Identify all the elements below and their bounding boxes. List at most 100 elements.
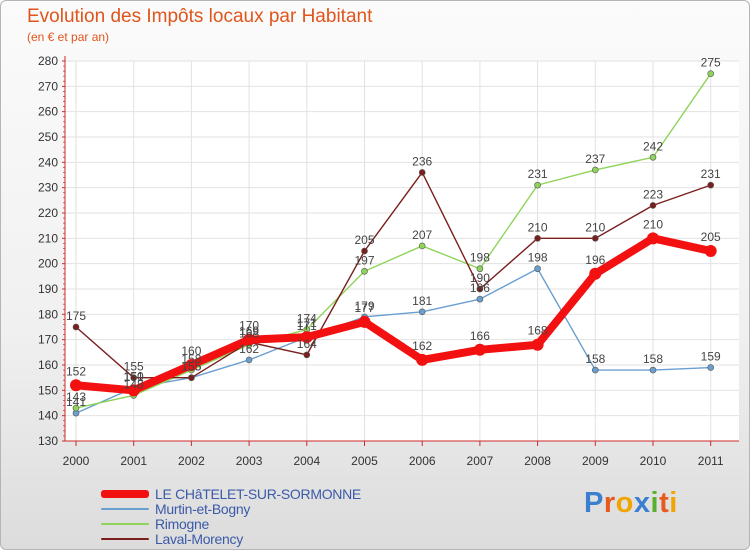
data-label-0: 162 (412, 339, 432, 353)
y-tick-label: 260 (38, 105, 58, 119)
data-label-1: 171 (297, 319, 317, 333)
data-label-1: 181 (412, 294, 432, 308)
legend-label: LE CHâTELET-SUR-SORMONNE (155, 485, 361, 502)
data-label-1: 186 (470, 281, 490, 295)
logo-letter: i (650, 487, 660, 519)
y-tick-label: 180 (38, 307, 58, 321)
logo-letter: t (659, 487, 670, 519)
legend-swatch (101, 489, 149, 498)
legend-swatch (101, 522, 149, 525)
data-point-0 (70, 379, 82, 392)
data-label-2: 237 (585, 152, 605, 166)
logo-letter: P (584, 487, 604, 519)
data-point-3 (707, 181, 715, 189)
y-tick-label: 230 (38, 181, 58, 195)
data-label-0: 170 (239, 319, 259, 333)
y-tick-label: 280 (38, 54, 58, 68)
data-label-1: 198 (528, 251, 548, 265)
chart-subtitle: (en € et par an) (27, 30, 110, 44)
series-line-2 (75, 72, 712, 409)
y-tick-label: 170 (38, 333, 58, 347)
legend-label: Murtin-et-Bogny (155, 500, 251, 517)
data-point-1 (649, 366, 657, 374)
data-label-0: 177 (354, 301, 374, 315)
data-label-2: 148 (124, 377, 144, 391)
data-label-3: 155 (124, 360, 144, 374)
data-point-2 (591, 166, 599, 174)
y-tick-label: 210 (38, 231, 58, 245)
data-label-2: 198 (470, 251, 490, 265)
data-label-3: 236 (412, 154, 432, 168)
x-tick-label: 2004 (293, 454, 320, 468)
data-label-0: 171 (297, 316, 317, 330)
data-label-1: 159 (701, 350, 721, 364)
x-tick-label: 2010 (640, 454, 667, 468)
y-tick-label: 270 (38, 79, 58, 93)
data-point-0 (358, 315, 371, 328)
data-label-2: 242 (643, 139, 663, 153)
data-label-3: 175 (66, 309, 86, 323)
data-point-3 (130, 374, 137, 381)
data-point-2 (361, 267, 368, 275)
legend-label: Laval-Morency (155, 530, 243, 547)
data-point-1 (707, 364, 715, 371)
data-label-2: 168 (239, 327, 259, 341)
series-line-0 (72, 234, 715, 395)
data-label-0: 210 (643, 217, 663, 231)
data-label-3: 155 (181, 360, 201, 374)
data-point-2 (707, 70, 715, 77)
logo-letter: x (633, 487, 651, 519)
data-point-0 (589, 267, 602, 280)
data-point-3 (72, 323, 80, 331)
data-point-0 (416, 353, 429, 366)
data-point-2 (649, 153, 657, 161)
data-label-2: 207 (412, 228, 432, 242)
data-point-0 (531, 338, 544, 351)
data-point-0 (704, 245, 717, 257)
data-label-3: 223 (643, 187, 663, 201)
data-label-3: 205 (354, 233, 374, 247)
legend-swatch (101, 537, 149, 540)
y-tick-label: 250 (38, 130, 58, 144)
series-line-1 (75, 268, 712, 414)
data-label-0: 160 (181, 344, 201, 358)
data-label-1: 155 (181, 360, 201, 374)
x-tick-label: 2011 (698, 454, 724, 468)
legend-item-laval: Laval-Morency (101, 530, 361, 547)
data-label-1: 158 (643, 352, 663, 366)
legend-item-rimogne: Rimogne (101, 516, 361, 532)
data-label-2: 275 (701, 56, 721, 70)
x-tick-label: 2008 (524, 454, 551, 468)
data-point-3 (418, 169, 426, 176)
data-point-0 (473, 343, 486, 356)
data-point-3 (361, 247, 368, 255)
data-label-1: 158 (585, 352, 605, 366)
data-label-1: 141 (66, 395, 86, 409)
y-tick-label: 130 (38, 434, 58, 448)
data-label-2: 143 (66, 390, 86, 404)
data-point-1 (418, 308, 426, 316)
y-tick-label: 160 (38, 358, 58, 372)
data-label-2: 174 (297, 312, 317, 326)
x-tick-label: 2009 (582, 454, 609, 468)
x-tick-label: 2002 (178, 454, 205, 468)
data-point-1 (591, 366, 599, 374)
data-point-2 (534, 181, 541, 189)
data-label-3: 231 (701, 167, 721, 181)
data-point-2 (418, 242, 426, 250)
y-tick-label: 200 (38, 257, 58, 271)
data-point-3 (591, 235, 599, 242)
data-point-0 (243, 333, 256, 346)
x-tick-label: 2006 (409, 454, 436, 468)
data-label-1: 179 (354, 299, 374, 313)
data-label-0: 166 (470, 329, 490, 343)
data-point-2 (72, 404, 80, 412)
data-label-0: 150 (124, 369, 144, 383)
data-label-0: 205 (701, 230, 721, 244)
data-point-3 (476, 285, 484, 293)
x-tick-label: 2000 (63, 454, 90, 468)
legend: LE CHâTELET-SUR-SORMONNE Murtin-et-Bogny… (101, 485, 361, 547)
y-tick-label: 140 (38, 409, 58, 423)
legend-item-chatelet: LE CHâTELET-SUR-SORMONNE (101, 485, 361, 502)
